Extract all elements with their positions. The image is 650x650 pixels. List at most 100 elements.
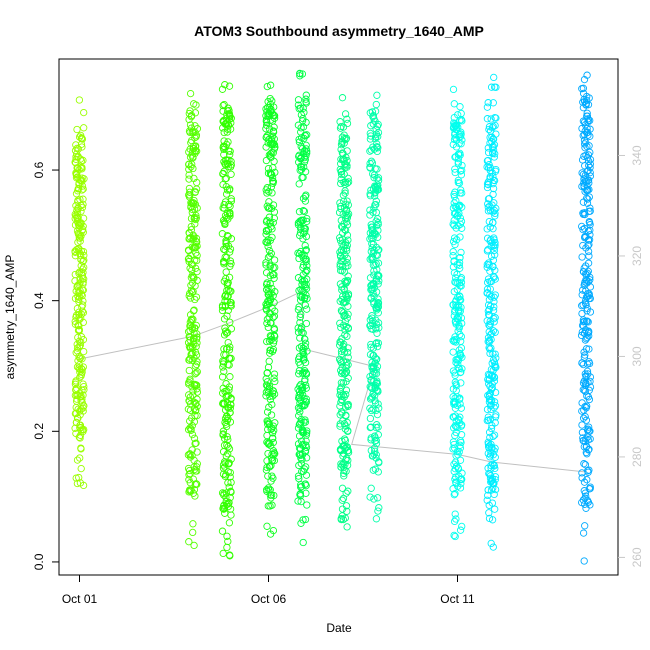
data-point bbox=[262, 261, 270, 269]
data-point bbox=[374, 144, 382, 152]
data-point bbox=[191, 134, 199, 142]
data-point bbox=[488, 384, 496, 392]
data-point bbox=[303, 501, 311, 509]
series-cluster bbox=[577, 71, 595, 565]
data-point bbox=[488, 201, 496, 209]
data-point bbox=[491, 475, 499, 484]
data-point bbox=[187, 226, 196, 234]
data-point bbox=[78, 177, 86, 185]
data-point bbox=[486, 322, 494, 330]
data-point bbox=[295, 138, 304, 146]
data-point bbox=[296, 231, 304, 240]
data-point bbox=[342, 135, 350, 143]
data-point bbox=[185, 471, 193, 479]
data-point bbox=[585, 423, 593, 431]
data-point bbox=[366, 414, 375, 423]
data-point bbox=[78, 399, 86, 407]
data-point bbox=[581, 144, 589, 152]
data-point bbox=[189, 334, 198, 343]
data-point bbox=[484, 144, 492, 152]
data-point bbox=[77, 464, 85, 473]
data-point bbox=[344, 272, 352, 280]
data-point bbox=[489, 256, 498, 264]
data-point bbox=[491, 505, 499, 513]
data-point bbox=[455, 292, 464, 300]
data-point bbox=[343, 115, 351, 123]
data-point bbox=[579, 84, 588, 92]
data-point bbox=[191, 467, 200, 475]
data-point bbox=[270, 456, 279, 465]
data-point bbox=[225, 519, 234, 527]
data-point bbox=[583, 360, 592, 368]
data-point bbox=[489, 184, 498, 193]
data-point bbox=[452, 203, 461, 211]
series-cluster bbox=[366, 91, 383, 523]
data-point bbox=[450, 337, 458, 346]
data-point bbox=[579, 437, 588, 445]
data-point bbox=[369, 352, 377, 360]
data-point bbox=[298, 292, 306, 300]
data-point bbox=[369, 230, 377, 238]
data-point bbox=[485, 390, 494, 398]
data-point bbox=[483, 289, 492, 297]
data-point bbox=[79, 185, 87, 193]
data-point bbox=[344, 353, 352, 361]
data-point bbox=[374, 388, 382, 396]
data-point bbox=[191, 295, 199, 304]
data-point bbox=[456, 254, 464, 262]
data-point bbox=[449, 140, 457, 149]
data-point bbox=[455, 312, 463, 320]
data-point bbox=[336, 385, 344, 393]
series-cluster bbox=[71, 96, 88, 490]
data-point bbox=[184, 426, 193, 434]
data-point bbox=[296, 229, 305, 237]
data-point bbox=[190, 541, 198, 550]
data-point bbox=[337, 168, 345, 176]
data-point bbox=[302, 397, 310, 406]
data-point bbox=[489, 190, 497, 199]
data-point bbox=[72, 311, 81, 319]
data-point bbox=[490, 303, 498, 311]
data-point bbox=[268, 284, 276, 293]
data-point bbox=[77, 370, 86, 379]
data-point bbox=[583, 367, 592, 375]
data-point bbox=[263, 216, 271, 225]
data-point bbox=[340, 139, 348, 147]
data-point bbox=[298, 425, 306, 434]
data-point bbox=[338, 94, 347, 102]
data-point bbox=[490, 73, 498, 82]
data-point bbox=[270, 298, 278, 307]
data-point bbox=[190, 274, 198, 282]
data-point bbox=[578, 222, 586, 231]
data-point bbox=[192, 480, 200, 488]
data-point bbox=[75, 352, 83, 361]
data-point bbox=[581, 522, 589, 530]
data-point bbox=[223, 433, 231, 441]
data-point bbox=[579, 198, 588, 206]
data-point bbox=[264, 363, 273, 371]
data-point bbox=[367, 484, 375, 492]
data-point bbox=[265, 291, 273, 299]
data-point bbox=[343, 418, 351, 427]
data-point bbox=[267, 153, 275, 162]
data-point bbox=[578, 428, 587, 437]
data-point bbox=[343, 447, 352, 455]
data-point bbox=[578, 253, 586, 261]
data-point bbox=[73, 340, 81, 349]
data-point bbox=[185, 366, 193, 375]
data-point bbox=[224, 232, 232, 241]
data-point bbox=[485, 392, 494, 401]
data-point bbox=[74, 405, 82, 413]
data-point bbox=[586, 226, 594, 234]
data-point bbox=[490, 153, 498, 161]
data-point bbox=[371, 188, 380, 196]
data-point bbox=[79, 156, 87, 165]
data-point bbox=[457, 332, 466, 341]
data-point bbox=[336, 199, 344, 207]
data-point bbox=[225, 82, 234, 90]
data-point bbox=[191, 492, 199, 500]
data-point bbox=[340, 472, 348, 480]
data-point bbox=[484, 200, 492, 208]
data-point bbox=[485, 509, 493, 517]
data-point bbox=[456, 526, 465, 534]
